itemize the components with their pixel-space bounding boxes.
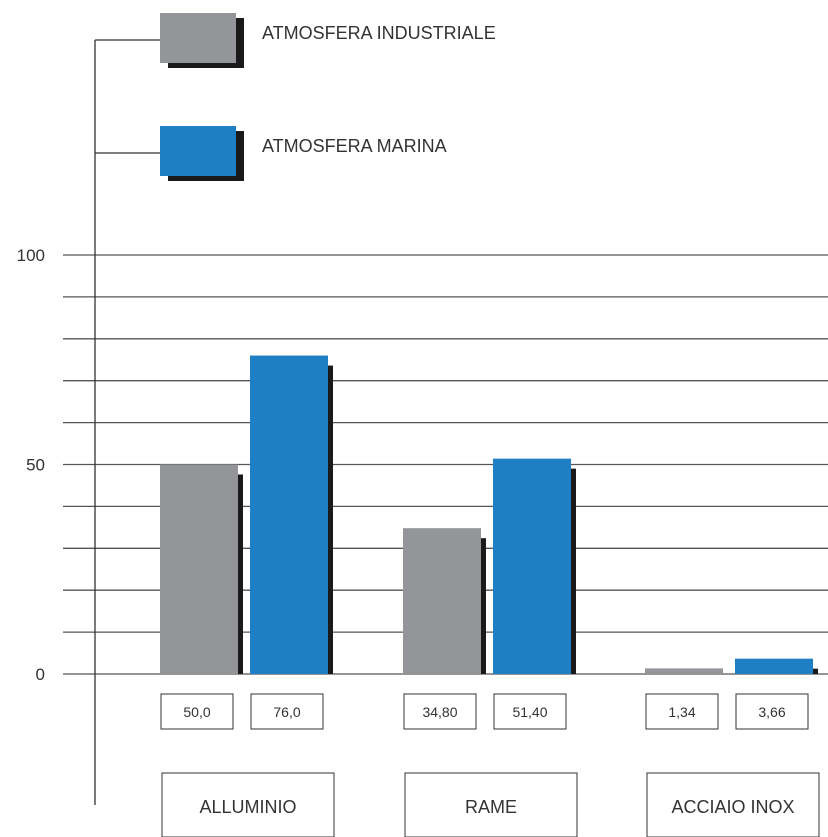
bar (160, 464, 238, 674)
value-label: 1,34 (668, 704, 695, 720)
value-label: 50,0 (183, 704, 210, 720)
y-tick-label: 50 (26, 456, 45, 475)
category-label: ALLUMINIO (199, 797, 296, 817)
y-tick-label: 0 (36, 665, 45, 684)
category-label-box (646, 772, 820, 837)
bar (735, 658, 813, 674)
legend-swatch (160, 13, 236, 63)
value-label-box (250, 693, 324, 730)
bar (403, 528, 481, 674)
value-label: 51,40 (512, 704, 547, 720)
bar (493, 458, 571, 674)
value-label-box (645, 693, 719, 730)
bar (645, 668, 723, 674)
legend-label: ATMOSFERA INDUSTRIALE (262, 23, 496, 43)
y-tick-label: 100 (17, 246, 45, 265)
category-label: RAME (465, 797, 517, 817)
category-label: ACCIAIO INOX (671, 797, 794, 817)
value-label-box (160, 693, 234, 730)
category-label-box (404, 772, 578, 837)
value-label: 76,0 (273, 704, 300, 720)
value-label-box (493, 693, 567, 730)
value-label-box (403, 693, 477, 730)
value-label: 3,66 (758, 704, 785, 720)
bar (250, 355, 328, 674)
category-label-box (161, 772, 335, 837)
value-label: 34,80 (422, 704, 457, 720)
legend-label: ATMOSFERA MARINA (262, 136, 447, 156)
legend-swatch (160, 126, 236, 176)
value-label-box (735, 693, 809, 730)
